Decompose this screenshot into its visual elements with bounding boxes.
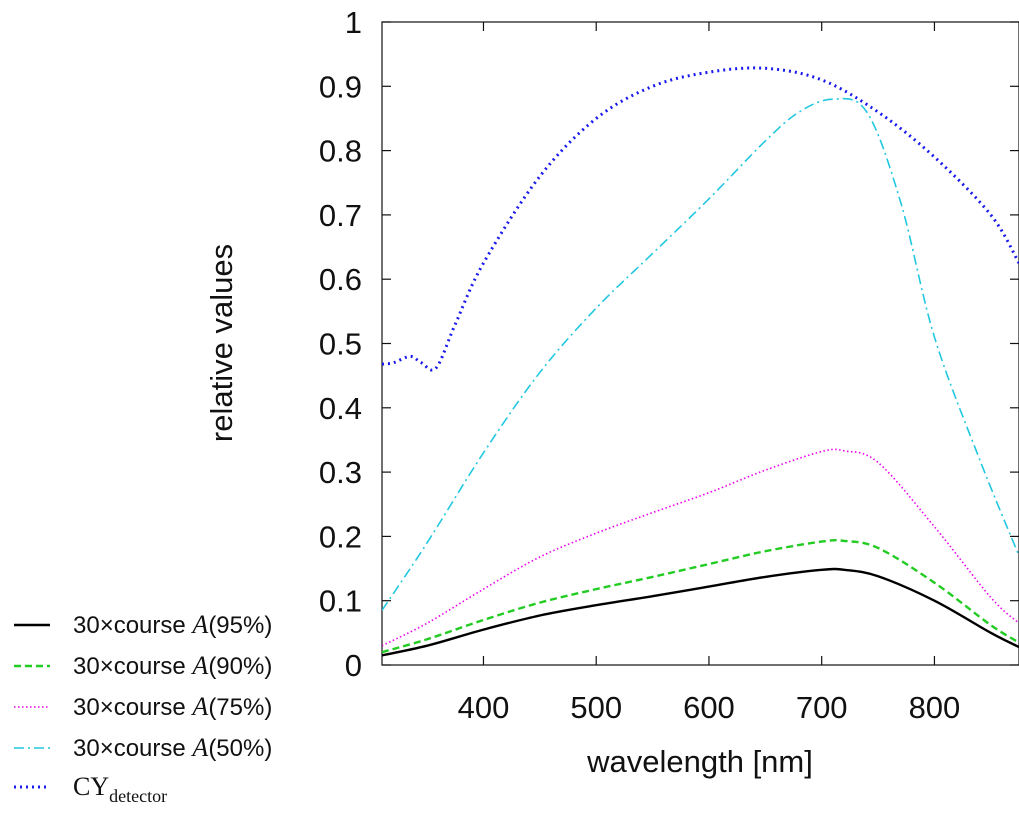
legend-label: CY xyxy=(73,772,109,801)
x-tick-label: 400 xyxy=(458,690,510,725)
y-tick-label: 0.9 xyxy=(319,69,362,104)
legend-label-subscript: detector xyxy=(109,786,167,806)
x-tick-label: 500 xyxy=(570,690,622,725)
legend-entry-2: 30×course A(90%) xyxy=(73,651,272,680)
legend-label-variable: A xyxy=(190,692,208,721)
y-tick-label: 0.2 xyxy=(319,519,362,554)
y-tick-label: 0.6 xyxy=(319,262,362,297)
series-line-1 xyxy=(382,567,1019,657)
series-line-4 xyxy=(382,97,1019,611)
legend-label-suffix: (90%) xyxy=(208,653,272,680)
legend-label: 30×course xyxy=(73,612,192,639)
legend-label-variable: A xyxy=(190,733,208,762)
axis-ticks: 0 0.1 0.2 0.3 0.4 0.5 0.6 0.7 0.8 0.9 1 400 500 600 70… xyxy=(319,5,1019,725)
legend-entry-3: 30×course A(75%) xyxy=(73,692,272,721)
series-line-3 xyxy=(382,448,1019,647)
legend-label: 30×course xyxy=(73,653,192,680)
y-tick-label: 0.1 xyxy=(319,584,362,619)
legend-entry-4: 30×course A(50%) xyxy=(73,733,272,762)
legend: 30×course A(95%)30×course A(90%)30×cours… xyxy=(14,610,272,806)
y-tick-label: 0.4 xyxy=(319,391,362,426)
y-tick-label: 0.5 xyxy=(319,327,362,362)
y-tick-label: 0.3 xyxy=(319,455,362,490)
x-tick-label: 700 xyxy=(796,690,848,725)
plot-area-frame xyxy=(381,21,1019,666)
legend-label: 30×course xyxy=(73,735,192,762)
x-tick-label: 600 xyxy=(683,690,735,725)
series-line-5 xyxy=(382,66,1019,372)
series-layer xyxy=(382,66,1019,657)
legend-label: 30×course xyxy=(73,694,192,721)
legend-label-variable: A xyxy=(190,610,208,639)
legend-label-suffix: (75%) xyxy=(208,694,272,721)
y-tick-label: 0.7 xyxy=(319,198,362,233)
legend-label-suffix: (50%) xyxy=(208,735,272,762)
y-tick-label: 0.8 xyxy=(319,134,362,169)
y-tick-label: 0 xyxy=(345,648,362,683)
legend-entry-1: 30×course A(95%) xyxy=(73,610,272,639)
y-axis-title: relative values xyxy=(204,244,239,442)
legend-entry-5: CYdetector xyxy=(73,772,167,806)
x-tick-label: 800 xyxy=(909,690,961,725)
legend-label-variable: A xyxy=(190,651,208,680)
x-axis-title: wavelength [nm] xyxy=(586,744,813,779)
series-line-2 xyxy=(382,538,1019,654)
y-tick-label: 1 xyxy=(345,5,362,40)
legend-label-suffix: (95%) xyxy=(208,612,272,639)
